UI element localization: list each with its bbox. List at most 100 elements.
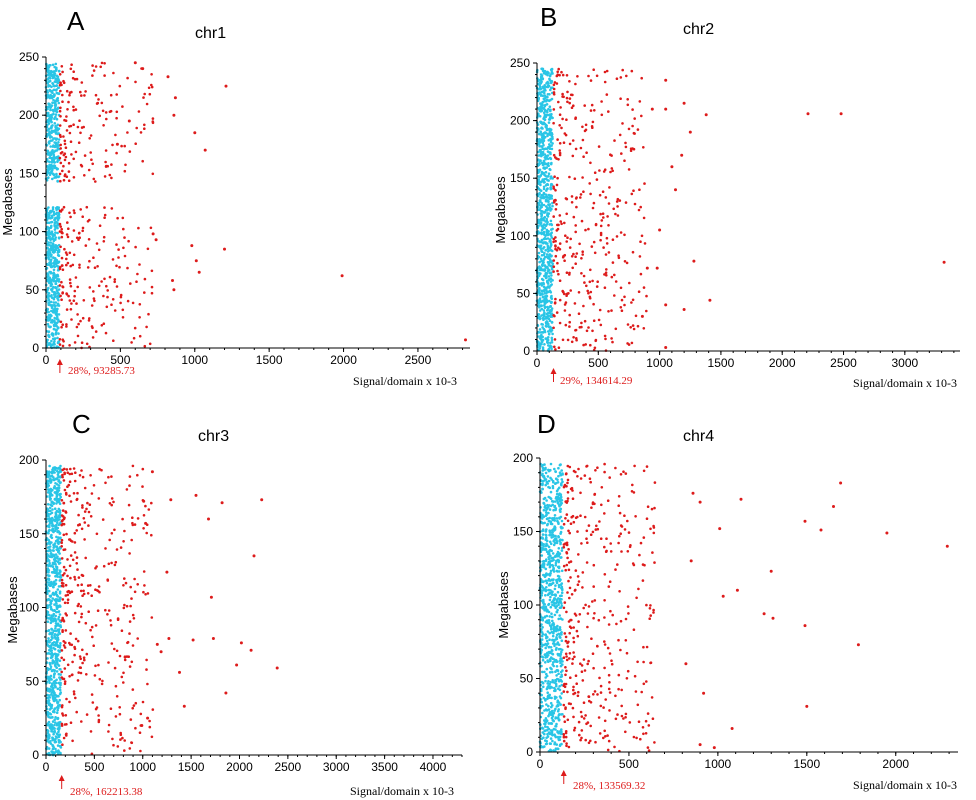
point-below xyxy=(50,536,54,540)
point-below xyxy=(544,483,547,487)
point-below xyxy=(46,168,50,171)
point-below xyxy=(559,628,562,631)
point-above xyxy=(115,285,119,288)
point-above xyxy=(151,708,155,711)
point-above xyxy=(69,576,72,580)
point-above xyxy=(133,577,136,581)
point-above xyxy=(110,532,114,535)
point-above xyxy=(102,235,106,239)
point-above xyxy=(136,517,140,520)
point-below xyxy=(557,617,560,621)
point-above xyxy=(134,726,137,730)
point-below xyxy=(555,674,558,677)
point-below xyxy=(548,565,552,569)
point-above xyxy=(60,545,63,548)
point-above xyxy=(574,147,578,151)
point-below xyxy=(50,533,53,537)
point-below xyxy=(546,691,549,694)
point-above xyxy=(72,229,76,232)
point-above xyxy=(560,126,563,130)
point-below xyxy=(549,219,553,223)
point-below xyxy=(552,539,555,543)
point-below xyxy=(551,578,555,582)
point-below xyxy=(50,500,54,504)
point-below xyxy=(59,624,62,627)
point-below xyxy=(541,528,545,531)
point-above xyxy=(556,261,559,265)
point-below xyxy=(54,244,58,247)
point-below xyxy=(550,144,553,147)
point-above xyxy=(63,601,67,605)
point-above xyxy=(591,279,594,283)
point-above xyxy=(89,584,92,587)
point-below xyxy=(57,480,60,483)
point-below xyxy=(54,279,58,283)
point-below xyxy=(547,172,551,175)
point-above xyxy=(145,668,148,671)
point-below xyxy=(49,595,52,598)
point-below xyxy=(548,286,551,289)
point-above xyxy=(96,609,100,612)
point-below xyxy=(541,335,544,339)
data-point xyxy=(191,638,195,642)
point-above xyxy=(138,731,142,734)
point-above xyxy=(85,342,89,346)
point-below xyxy=(537,112,540,115)
point-below xyxy=(51,177,54,181)
point-above xyxy=(568,101,571,105)
point-above xyxy=(597,318,601,322)
point-above xyxy=(557,346,561,350)
point-below xyxy=(50,580,53,584)
point-below xyxy=(542,497,546,501)
point-above xyxy=(628,281,631,285)
point-below xyxy=(57,507,61,511)
point-below xyxy=(59,691,62,694)
point-above xyxy=(115,93,118,96)
point-below xyxy=(47,84,51,87)
point-below xyxy=(51,597,54,600)
point-above xyxy=(582,304,585,308)
point-above xyxy=(69,264,72,268)
point-below xyxy=(50,309,53,313)
point-above xyxy=(90,304,94,307)
point-above xyxy=(72,105,75,109)
point-below xyxy=(538,203,541,207)
point-above xyxy=(116,216,119,220)
point-below xyxy=(546,642,550,645)
point-below xyxy=(53,141,56,144)
point-below xyxy=(555,633,559,637)
point-above xyxy=(66,471,69,475)
point-below xyxy=(48,524,51,527)
point-below xyxy=(560,692,563,695)
point-below xyxy=(549,177,552,180)
point-above xyxy=(607,202,611,205)
point-below xyxy=(53,164,56,167)
point-above xyxy=(112,743,115,747)
point-below xyxy=(546,563,549,566)
point-above xyxy=(118,654,122,658)
point-below xyxy=(554,563,558,567)
y-tick-label: 0 xyxy=(32,748,39,762)
point-below xyxy=(50,631,53,635)
point-above xyxy=(118,265,121,269)
point-below xyxy=(54,124,57,128)
data-point xyxy=(260,498,264,502)
point-below xyxy=(545,272,549,275)
point-above xyxy=(554,236,557,239)
point-above xyxy=(65,468,69,471)
point-below xyxy=(57,106,60,110)
point-below xyxy=(551,590,554,593)
point-below xyxy=(53,544,56,547)
point-above xyxy=(89,474,92,477)
y-tick-label: 50 xyxy=(26,674,40,688)
point-above xyxy=(70,302,73,305)
point-below xyxy=(49,255,53,258)
point-above xyxy=(79,208,82,211)
point-above xyxy=(91,64,94,67)
point-below xyxy=(553,587,557,591)
point-above xyxy=(101,679,104,683)
point-above xyxy=(148,725,152,729)
point-above xyxy=(91,701,95,704)
point-above xyxy=(123,529,126,533)
